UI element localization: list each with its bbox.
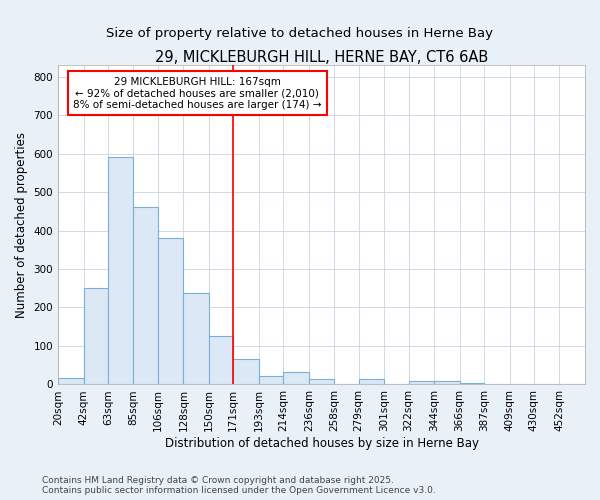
- Text: Contains HM Land Registry data © Crown copyright and database right 2025.
Contai: Contains HM Land Registry data © Crown c…: [42, 476, 436, 495]
- Bar: [434, 382, 460, 384]
- Bar: [259, 376, 283, 384]
- Bar: [309, 378, 334, 384]
- Text: 29 MICKLEBURGH HILL: 167sqm
← 92% of detached houses are smaller (2,010)
8% of s: 29 MICKLEBURGH HILL: 167sqm ← 92% of det…: [73, 76, 322, 110]
- Bar: [359, 380, 384, 384]
- Bar: [460, 383, 484, 384]
- Bar: [409, 382, 434, 384]
- Bar: [233, 360, 259, 384]
- Bar: [83, 288, 108, 384]
- Text: Size of property relative to detached houses in Herne Bay: Size of property relative to detached ho…: [107, 28, 493, 40]
- Bar: [209, 336, 233, 384]
- Bar: [283, 372, 309, 384]
- Bar: [133, 208, 158, 384]
- X-axis label: Distribution of detached houses by size in Herne Bay: Distribution of detached houses by size …: [164, 437, 479, 450]
- Bar: [108, 158, 133, 384]
- Title: 29, MICKLEBURGH HILL, HERNE BAY, CT6 6AB: 29, MICKLEBURGH HILL, HERNE BAY, CT6 6AB: [155, 50, 488, 65]
- Y-axis label: Number of detached properties: Number of detached properties: [15, 132, 28, 318]
- Bar: [58, 378, 83, 384]
- Bar: [158, 238, 184, 384]
- Bar: [184, 293, 209, 384]
